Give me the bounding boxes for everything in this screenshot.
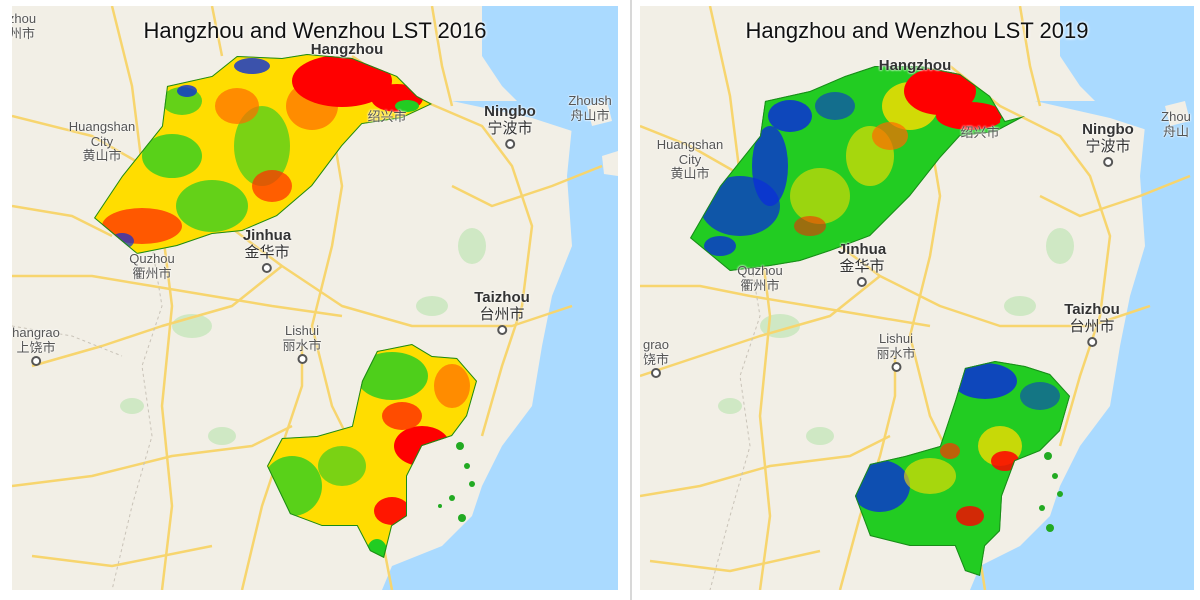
city-label-hangzhou: Hangzhou bbox=[878, 57, 952, 75]
map-title: Hangzhou and Wenzhou LST 2019 bbox=[745, 18, 1089, 43]
city-name-en: zhou bbox=[12, 11, 37, 26]
city-name-en: Ningbo bbox=[484, 103, 536, 120]
city-marker-icon bbox=[857, 276, 867, 287]
city-name-zh: 上饶市 bbox=[16, 339, 56, 355]
city-label-jinhua: Jinhua 金华市 bbox=[242, 227, 292, 273]
city-name-en: Huangshan City bbox=[68, 119, 136, 149]
panel-divider bbox=[630, 0, 632, 600]
city-name-zh: 台州市 bbox=[1069, 317, 1115, 335]
city-label-corner: zhou 州市 bbox=[12, 11, 37, 41]
city-label-taizhou: Taizhou 台州市 bbox=[474, 289, 530, 335]
city-label-jinhua: Jinhua 金华市 bbox=[837, 241, 887, 287]
city-name-zh: 舟山市 bbox=[570, 107, 610, 123]
city-marker-icon bbox=[1086, 336, 1097, 347]
city-marker-icon bbox=[31, 356, 41, 367]
city-name-en: hangrao bbox=[12, 325, 60, 340]
city-marker-icon bbox=[496, 324, 507, 335]
city-name-zh: 宁波市 bbox=[1085, 137, 1131, 155]
city-name-zh: 绍兴市 bbox=[367, 109, 407, 124]
city-name-en: Quzhou bbox=[129, 251, 175, 266]
city-name-en: Quzhou bbox=[737, 263, 783, 278]
map-panel-2016[interactable]: Hangzhou and Wenzhou LST 2016 Hangzhou N… bbox=[12, 6, 618, 590]
city-name-zh: 衢州市 bbox=[740, 277, 780, 293]
city-name-en: Huangshan City bbox=[656, 137, 724, 167]
city-name-en: Lishui bbox=[879, 331, 913, 346]
city-name-zh: 金华市 bbox=[244, 243, 290, 261]
city-label-shangrao: hangrao 上饶市 bbox=[12, 325, 60, 367]
city-label-zhoushan: Zhou 舟山 bbox=[1161, 109, 1191, 139]
city-name-zh: 州市 bbox=[12, 25, 36, 41]
city-name-zh: 台州市 bbox=[479, 305, 525, 323]
city-name-zh: 宁波市 bbox=[487, 119, 533, 137]
city-marker-icon bbox=[651, 368, 661, 379]
city-label-hangzhou: Hangzhou bbox=[310, 41, 384, 59]
city-label-quzhou: Quzhou 衢州市 bbox=[737, 263, 783, 293]
city-marker-icon bbox=[505, 138, 515, 149]
city-name-zh: 丽水市 bbox=[876, 345, 916, 361]
city-label-quzhou: Quzhou 衢州市 bbox=[129, 251, 175, 281]
city-label-lishui: Lishui 丽水市 bbox=[876, 331, 916, 373]
city-marker-icon bbox=[890, 362, 901, 373]
city-name-en: Taizhou bbox=[1064, 301, 1120, 318]
city-label-shangrao: grao 饶市 bbox=[642, 337, 670, 379]
map-title: Hangzhou and Wenzhou LST 2016 bbox=[143, 18, 487, 43]
city-label-shaoxing: 绍兴市 bbox=[960, 125, 1000, 141]
city-name-en: Lishui bbox=[285, 323, 319, 338]
city-label-ningbo: Ningbo 宁波市 bbox=[1082, 121, 1134, 167]
city-name-en: Taizhou bbox=[474, 289, 530, 306]
city-label-huangshan: Huangshan City 黄山市 bbox=[650, 137, 730, 182]
city-name-en: Hangzhou bbox=[878, 57, 952, 74]
city-name-zh: 衢州市 bbox=[132, 265, 172, 281]
city-label-shaoxing: 绍兴市 bbox=[367, 109, 407, 125]
city-name-zh: 金华市 bbox=[839, 257, 885, 275]
city-name-en: Jinhua bbox=[837, 241, 887, 258]
map-canvas-2019[interactable] bbox=[640, 6, 1194, 590]
city-name-zh: 黄山市 bbox=[670, 166, 710, 182]
city-name-zh: 黄山市 bbox=[82, 148, 122, 164]
city-label-huangshan: Huangshan City 黄山市 bbox=[62, 119, 142, 164]
city-name-zh: 舟山 bbox=[1162, 123, 1190, 139]
city-name-en: Zhou bbox=[1161, 109, 1191, 124]
city-marker-icon bbox=[262, 262, 272, 273]
city-name-en: Jinhua bbox=[242, 227, 292, 244]
city-name-zh: 饶市 bbox=[642, 351, 669, 367]
map-panel-2019[interactable]: Hangzhou and Wenzhou LST 2019 Hangzhou N… bbox=[640, 6, 1194, 590]
city-name-en: Hangzhou bbox=[310, 41, 384, 58]
city-label-lishui: Lishui 丽水市 bbox=[282, 323, 322, 365]
city-name-zh: 绍兴市 bbox=[960, 125, 1000, 140]
map-canvas-2016[interactable] bbox=[12, 6, 618, 590]
city-name-en: grao bbox=[642, 337, 670, 352]
city-label-taizhou: Taizhou 台州市 bbox=[1064, 301, 1120, 347]
city-label-zhoushan: Zhoush 舟山市 bbox=[568, 93, 612, 123]
city-marker-icon bbox=[296, 354, 307, 365]
city-name-zh: 丽水市 bbox=[282, 337, 322, 353]
city-name-en: Zhoush bbox=[568, 93, 612, 108]
city-marker-icon bbox=[1103, 156, 1113, 167]
city-label-ningbo: Ningbo 宁波市 bbox=[484, 103, 536, 149]
city-name-en: Ningbo bbox=[1082, 121, 1134, 138]
